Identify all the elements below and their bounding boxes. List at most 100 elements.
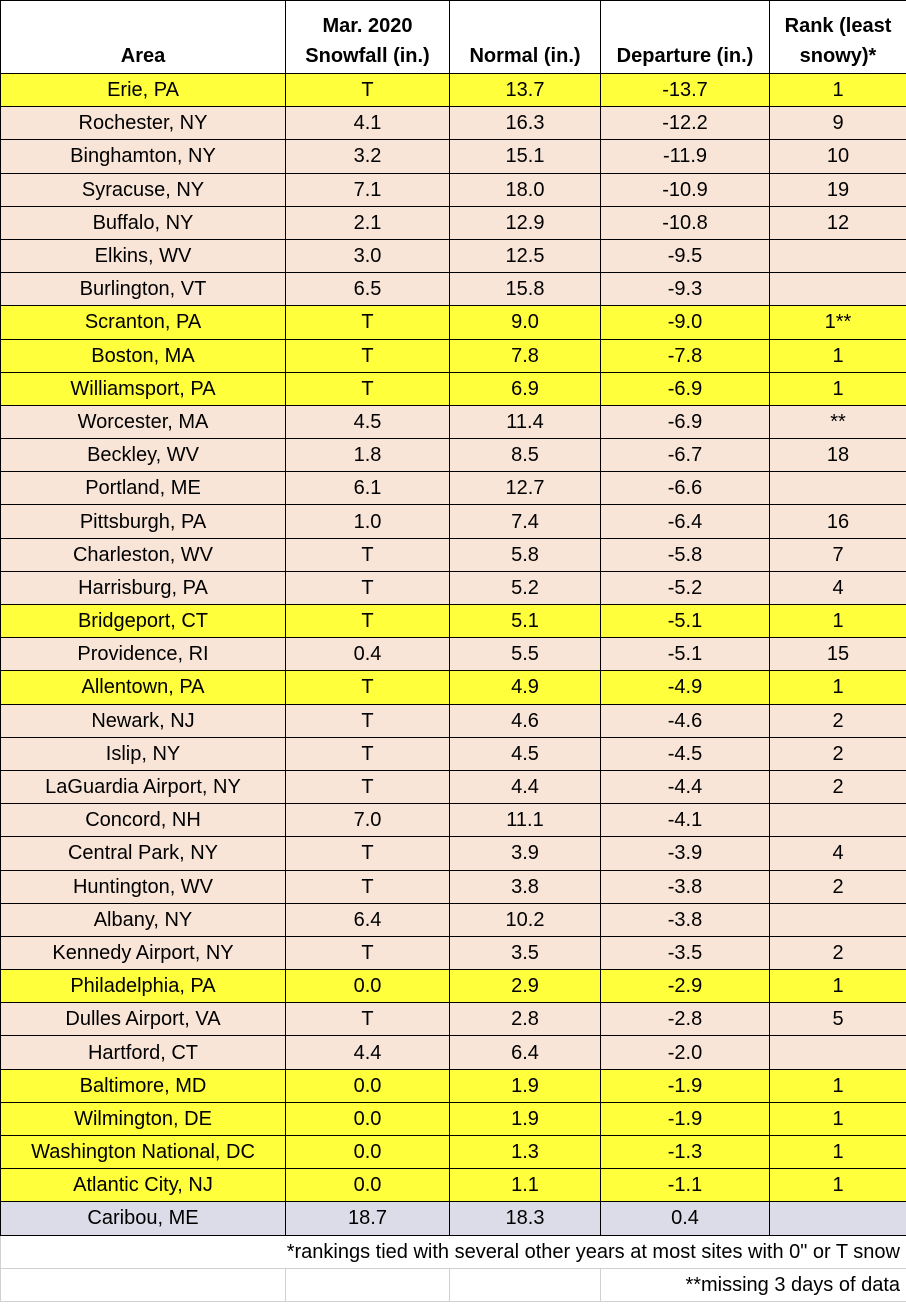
table-row: Elkins, WV 3.0 12.5 -9.5	[0, 238, 906, 274]
table-row: Kennedy Airport, NY T 3.5 -3.5 2	[0, 935, 906, 971]
cell-departure: -2.0	[600, 1035, 770, 1070]
cell-area: Rochester, NY	[0, 106, 286, 141]
cell-departure: -2.8	[600, 1002, 770, 1037]
cell-normal: 18.3	[449, 1201, 601, 1236]
cell-area: Allentown, PA	[0, 670, 286, 705]
cell-rank: 1	[769, 371, 906, 406]
cell-normal: 15.1	[449, 139, 601, 174]
cell-snowfall: 1.8	[285, 438, 450, 473]
header-snowfall: Mar. 2020 Snowfall (in.)	[285, 0, 450, 74]
cell-area: Scranton, PA	[0, 305, 286, 340]
cell-normal: 3.5	[449, 935, 601, 971]
cell-area: LaGuardia Airport, NY	[0, 769, 286, 805]
cell-departure: -6.9	[600, 404, 770, 440]
cell-area: Erie, PA	[0, 72, 286, 108]
cell-area: Albany, NY	[0, 902, 286, 937]
cell-area: Newark, NJ	[0, 703, 286, 738]
footnote-blank-cell	[0, 1267, 286, 1302]
cell-area: Boston, MA	[0, 338, 286, 373]
cell-departure: -6.4	[600, 504, 770, 539]
cell-rank: 1	[769, 72, 906, 108]
cell-departure: -1.3	[600, 1134, 770, 1170]
cell-rank: 1	[769, 603, 906, 639]
cell-area: Caribou, ME	[0, 1201, 286, 1236]
cell-rank: **	[769, 404, 906, 440]
cell-rank	[769, 471, 906, 506]
cell-area: Washington National, DC	[0, 1134, 286, 1170]
cell-area: Concord, NH	[0, 803, 286, 838]
cell-normal: 12.5	[449, 238, 601, 274]
cell-rank: 15	[769, 637, 906, 672]
cell-rank: 2	[769, 869, 906, 904]
cell-normal: 2.9	[449, 969, 601, 1004]
cell-normal: 3.9	[449, 836, 601, 871]
cell-normal: 5.1	[449, 603, 601, 639]
cell-rank: 4	[769, 570, 906, 606]
cell-snowfall: T	[285, 305, 450, 340]
cell-snowfall: T	[285, 537, 450, 572]
cell-normal: 2.8	[449, 1002, 601, 1037]
cell-snowfall: 0.0	[285, 969, 450, 1004]
cell-rank: 12	[769, 205, 906, 240]
cell-snowfall: 0.0	[285, 1101, 450, 1137]
cell-departure: -3.8	[600, 869, 770, 904]
cell-snowfall: T	[285, 670, 450, 705]
cell-area: Baltimore, MD	[0, 1068, 286, 1103]
table-row: Baltimore, MD 0.0 1.9 -1.9 1	[0, 1068, 906, 1103]
table-row: Williamsport, PA T 6.9 -6.9 1	[0, 371, 906, 406]
table-row: Allentown, PA T 4.9 -4.9 1	[0, 670, 906, 705]
table-row: Burlington, VT 6.5 15.8 -9.3	[0, 272, 906, 307]
table-row: Central Park, NY T 3.9 -3.9 4	[0, 836, 906, 871]
cell-normal: 3.8	[449, 869, 601, 904]
cell-normal: 12.7	[449, 471, 601, 506]
cell-rank: 1	[769, 338, 906, 373]
header-normal: Normal (in.)	[449, 0, 601, 74]
cell-normal: 16.3	[449, 106, 601, 141]
cell-departure: -4.1	[600, 803, 770, 838]
cell-snowfall: T	[285, 935, 450, 971]
cell-normal: 8.5	[449, 438, 601, 473]
table-row: Charleston, WV T 5.8 -5.8 7	[0, 537, 906, 572]
cell-departure: -3.9	[600, 836, 770, 871]
cell-normal: 11.4	[449, 404, 601, 440]
cell-area: Providence, RI	[0, 637, 286, 672]
table-row: Caribou, ME 18.7 18.3 0.4	[0, 1201, 906, 1236]
cell-normal: 9.0	[449, 305, 601, 340]
cell-departure: -10.9	[600, 172, 770, 207]
cell-departure: -1.9	[600, 1101, 770, 1137]
cell-area: Williamsport, PA	[0, 371, 286, 406]
cell-rank: 1	[769, 1068, 906, 1103]
cell-rank: 2	[769, 935, 906, 971]
cell-rank: 1	[769, 1134, 906, 1170]
cell-area: Charleston, WV	[0, 537, 286, 572]
cell-departure: -1.1	[600, 1168, 770, 1203]
cell-area: Portland, ME	[0, 471, 286, 506]
cell-snowfall: T	[285, 371, 450, 406]
table-row: Philadelphia, PA 0.0 2.9 -2.9 1	[0, 969, 906, 1004]
table-row: Albany, NY 6.4 10.2 -3.8	[0, 902, 906, 937]
header-rank: Rank (least snowy)*	[769, 0, 906, 74]
cell-rank	[769, 272, 906, 307]
cell-rank: 2	[769, 736, 906, 771]
cell-snowfall: 6.5	[285, 272, 450, 307]
cell-area: Hartford, CT	[0, 1035, 286, 1070]
cell-departure: -1.9	[600, 1068, 770, 1103]
cell-normal: 5.5	[449, 637, 601, 672]
cell-departure: -9.5	[600, 238, 770, 274]
cell-snowfall: 7.0	[285, 803, 450, 838]
cell-snowfall: T	[285, 603, 450, 639]
cell-normal: 13.7	[449, 72, 601, 108]
cell-snowfall: 0.0	[285, 1068, 450, 1103]
cell-snowfall: T	[285, 736, 450, 771]
cell-area: Elkins, WV	[0, 238, 286, 274]
cell-area: Philadelphia, PA	[0, 969, 286, 1004]
cell-snowfall: T	[285, 1002, 450, 1037]
cell-snowfall: T	[285, 570, 450, 606]
footnote-missing: **missing 3 days of data	[600, 1267, 906, 1302]
cell-area: Beckley, WV	[0, 438, 286, 473]
cell-departure: -4.4	[600, 769, 770, 805]
cell-area: Burlington, VT	[0, 272, 286, 307]
cell-rank	[769, 902, 906, 937]
cell-snowfall: 0.0	[285, 1134, 450, 1170]
